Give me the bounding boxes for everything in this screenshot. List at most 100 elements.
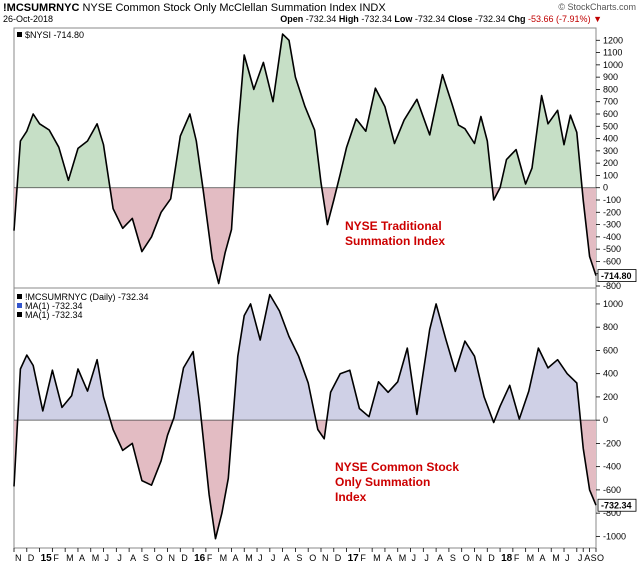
y-tick-label: 1100 — [603, 48, 622, 58]
index-name: NYSE Common Stock Only McClellan Summati… — [82, 2, 357, 14]
close-value: -732.34 — [474, 14, 506, 24]
chart-annotation: Summation Index — [345, 234, 445, 248]
y-tick-label: 600 — [603, 345, 618, 355]
x-month-label: D — [28, 553, 35, 563]
low-value: -732.34 — [414, 14, 446, 24]
chart-date: 26-Oct-2018 — [3, 14, 54, 24]
y-tick-label: 1000 — [603, 299, 623, 309]
x-month-label: A — [130, 553, 136, 563]
x-year-label: 18 — [501, 553, 513, 564]
x-month-label: A — [437, 553, 443, 563]
legend-swatch-ma2 — [17, 312, 22, 317]
legend-ma1: MA(1) -732.34 — [25, 301, 83, 311]
x-month-label: S — [296, 553, 302, 563]
chart-annotation: Only Summation — [335, 475, 430, 489]
x-month-label: M — [66, 553, 74, 563]
y-tick-label: -400 — [603, 232, 621, 242]
x-month-label: J — [105, 553, 110, 563]
y-tick-label: 0 — [603, 183, 608, 193]
y-tick-label: 900 — [603, 72, 618, 82]
y-tick-label: 1200 — [603, 35, 623, 45]
x-month-label: J — [271, 553, 276, 563]
x-month-label: S — [591, 553, 597, 563]
chart-annotation: NYSE Traditional — [345, 219, 442, 233]
y-tick-label: -800 — [603, 281, 621, 291]
x-month-label: O — [156, 553, 163, 563]
series-line-panel-1 — [13, 33, 597, 285]
x-month-label: M — [399, 553, 407, 563]
x-month-label: F — [360, 553, 366, 563]
y-tick-label: -800 — [603, 508, 621, 518]
x-month-label: J — [412, 553, 417, 563]
x-month-label: F — [207, 553, 213, 563]
y-tick-label: 400 — [603, 134, 618, 144]
y-tick-label: 300 — [603, 146, 618, 156]
x-month-label: J — [578, 553, 583, 563]
x-month-label: M — [245, 553, 253, 563]
last-value-box — [597, 269, 637, 282]
x-month-label: N — [168, 553, 175, 563]
y-tick-label: 100 — [603, 170, 618, 180]
x-month-label: M — [527, 553, 535, 563]
x-month-label: A — [539, 553, 545, 563]
open-value: -732.34 — [305, 14, 337, 24]
x-month-label: S — [143, 553, 149, 563]
y-tick-label: 400 — [603, 369, 618, 379]
x-month-label: M — [92, 553, 100, 563]
x-month-label: D — [488, 553, 495, 563]
x-year-label: 15 — [41, 553, 53, 564]
area-pos-panel-2 — [14, 294, 596, 421]
y-tick-label: 600 — [603, 109, 618, 119]
x-month-label: N — [475, 553, 482, 563]
x-month-label: J — [258, 553, 263, 563]
legend-text: $NYSI -714.80 — [25, 30, 84, 40]
y-tick-label: 0 — [603, 415, 608, 425]
x-month-label: M — [220, 553, 228, 563]
header-symbol-line: !MCSUMRNYC NYSE Common Stock Only McClel… — [3, 2, 386, 14]
x-month-label: A — [386, 553, 392, 563]
close-label: Close — [447, 14, 473, 24]
legend-text: !MCSUMRNYC (Daily) -732.34 — [25, 292, 149, 302]
high-value: -732.34 — [361, 14, 392, 24]
x-month-label: A — [232, 553, 238, 563]
x-month-label: J — [565, 553, 570, 563]
x-month-label: N — [15, 553, 22, 563]
chart-annotation: Index — [335, 490, 367, 504]
x-month-label: M — [373, 553, 381, 563]
x-year-label: 16 — [194, 553, 206, 564]
area-neg-panel-1 — [14, 187, 596, 284]
legend-swatch-ma1 — [17, 303, 22, 308]
y-tick-label: 1000 — [603, 60, 623, 70]
x-month-label: F — [53, 553, 59, 563]
last-value-box — [597, 498, 637, 512]
y-tick-label: -200 — [603, 207, 621, 217]
x-month-label: O — [463, 553, 470, 563]
x-month-label: A — [284, 553, 290, 563]
exchange: INDX — [359, 2, 386, 14]
y-tick-label: -500 — [603, 244, 621, 254]
down-arrow-icon: ▼ — [593, 14, 602, 24]
ohlc-readout: Open -732.34 High -732.34 Low -732.34 Cl… — [280, 14, 602, 24]
legend-swatch — [17, 294, 22, 299]
legend-swatch — [17, 32, 22, 37]
last-value-label: -714.80 — [601, 271, 632, 281]
chg-label: Chg — [508, 14, 526, 24]
x-month-label: A — [79, 553, 85, 563]
y-tick-label: 800 — [603, 322, 618, 332]
y-tick-label: -400 — [603, 462, 621, 472]
brand-watermark: © StockCharts.com — [558, 2, 636, 12]
x-month-label: A — [584, 553, 590, 563]
x-month-label: N — [322, 553, 329, 563]
y-tick-label: -600 — [603, 485, 621, 495]
x-year-label: 17 — [348, 553, 360, 564]
y-tick-label: 200 — [603, 392, 618, 402]
y-tick-label: -200 — [603, 438, 621, 448]
y-tick-label: 500 — [603, 121, 618, 131]
chart-header: !MCSUMRNYC NYSE Common Stock Only McClel… — [0, 0, 640, 26]
chart-annotation: NYSE Common Stock — [335, 460, 459, 474]
y-tick-label: -1000 — [603, 531, 626, 541]
x-month-label: D — [181, 553, 188, 563]
y-tick-label: 200 — [603, 158, 618, 168]
x-month-label: O — [597, 553, 604, 563]
